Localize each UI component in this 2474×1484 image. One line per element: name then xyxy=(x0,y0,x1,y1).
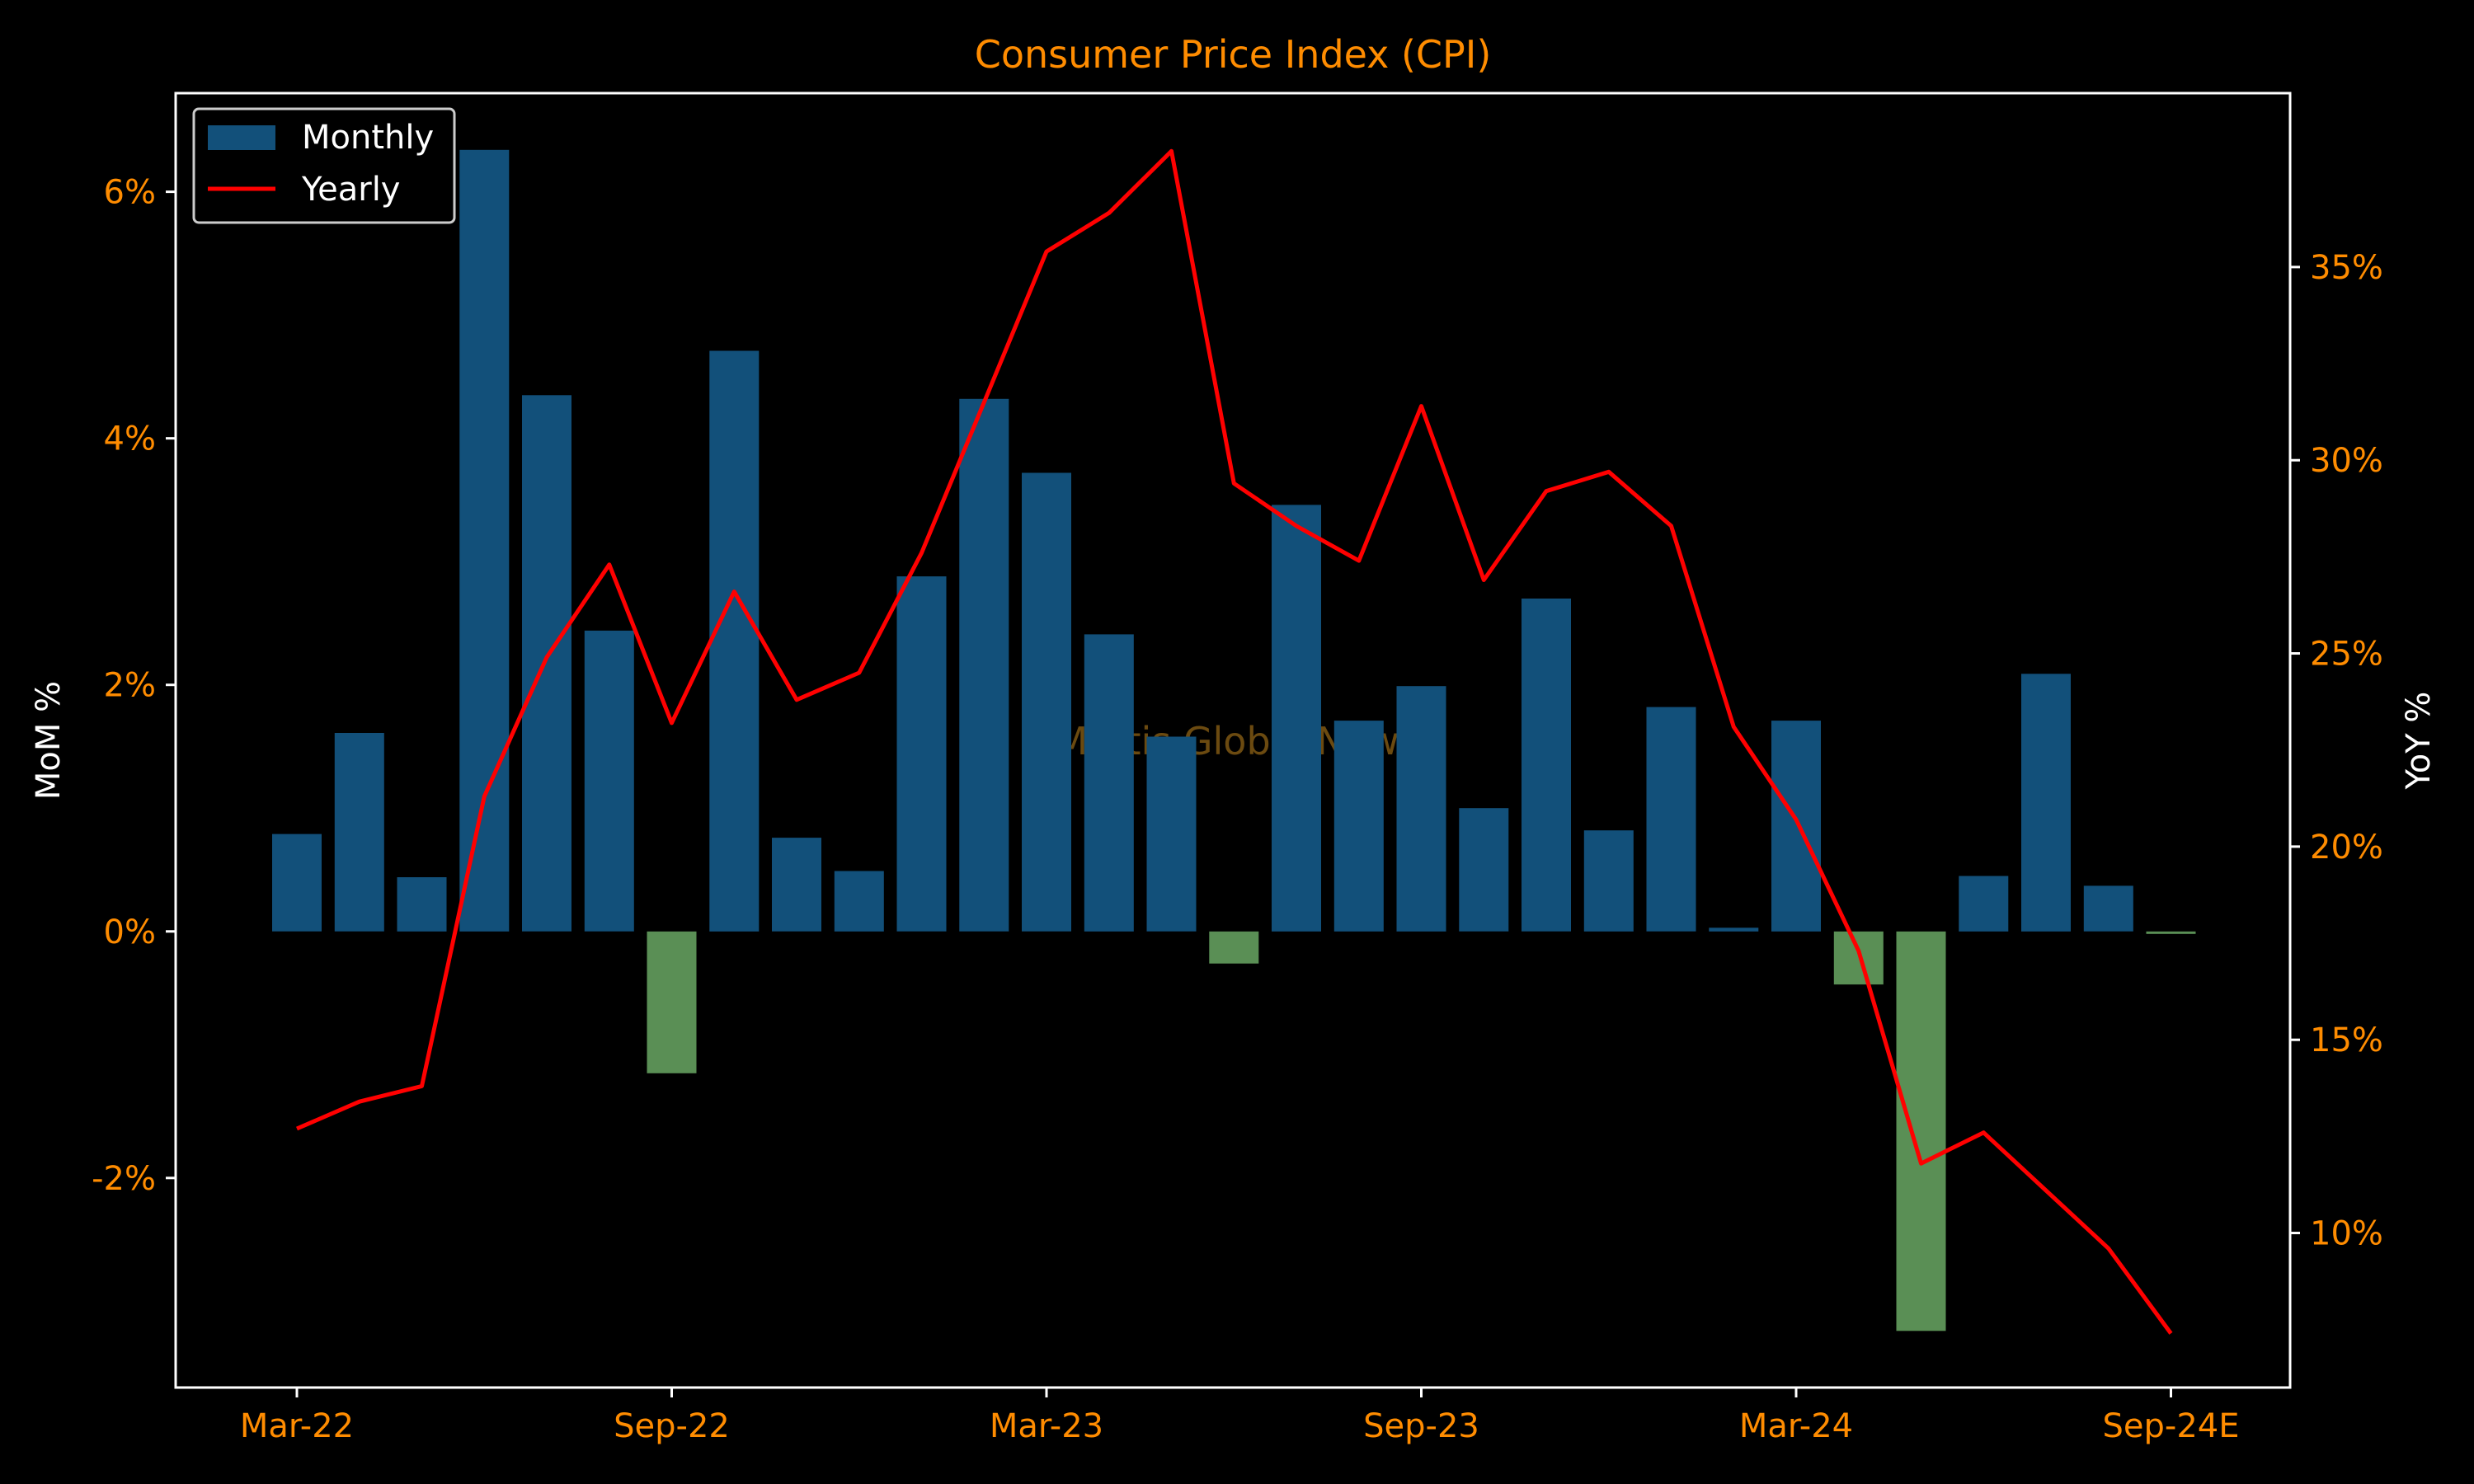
bar-Aug-23 xyxy=(1333,721,1384,932)
x-tick-label: Mar-24 xyxy=(1739,1407,1853,1445)
bar-Oct-23 xyxy=(1459,808,1509,932)
bar-Jul-22 xyxy=(522,395,571,932)
legend: Monthly Yearly xyxy=(192,107,456,224)
bar-May-22 xyxy=(397,877,447,932)
bar-Sep-23 xyxy=(1396,686,1446,932)
bar-Feb-23 xyxy=(959,398,1009,932)
bar-Jun-24 xyxy=(1959,876,2009,932)
x-tick-label: Sep-24E xyxy=(2103,1407,2240,1445)
bar-Dec-23 xyxy=(1583,830,1634,932)
bar-Aug-24 xyxy=(2083,885,2133,932)
y-right-tick-label: 35% xyxy=(2310,249,2383,287)
bar-Sep-22 xyxy=(647,931,697,1073)
x-tick-label: Sep-22 xyxy=(614,1407,730,1445)
y-right-tick-label: 10% xyxy=(2310,1215,2383,1253)
bar-Nov-23 xyxy=(1522,599,1571,932)
bar-Dec-22 xyxy=(834,871,884,932)
monthly-bars xyxy=(272,149,2196,1331)
axes: -2% 0% 2% 4% 6% 10% 15% 20% 25% 30% 35% Mar-22 Sep-2… xyxy=(92,92,2383,1445)
y-left-tick-label: 6% xyxy=(104,174,156,212)
y-left-tick-label: 0% xyxy=(104,913,156,951)
legend-label-monthly: Monthly xyxy=(302,119,434,157)
bar-Jan-24 xyxy=(1646,707,1696,932)
bar-May-24 xyxy=(1896,931,1946,1331)
y-left-tick-label: 2% xyxy=(104,667,156,705)
chart-title: Consumer Price Index (CPI) xyxy=(975,32,1492,77)
bar-Sep-24E xyxy=(2146,931,2196,934)
x-tick-label: Mar-22 xyxy=(240,1407,354,1445)
y-right-tick-label: 20% xyxy=(2310,829,2383,866)
x-tick-label: Sep-23 xyxy=(1363,1407,1479,1445)
y-right-tick-label: 25% xyxy=(2310,636,2383,674)
bar-Jul-24 xyxy=(2021,674,2071,932)
plot-frame xyxy=(174,92,2292,1389)
bar-Feb-24 xyxy=(1709,928,1759,932)
bar-Apr-22 xyxy=(334,733,384,932)
y-right-tick-label: 30% xyxy=(2310,442,2383,480)
legend-label-yearly: Yearly xyxy=(301,171,400,209)
bar-Apr-23 xyxy=(1084,634,1134,932)
y-left-tick-label: 4% xyxy=(104,420,156,458)
bar-Mar-24 xyxy=(1771,721,1821,932)
bar-Aug-22 xyxy=(584,630,634,932)
bar-Jul-23 xyxy=(1272,505,1321,932)
bar-Jan-23 xyxy=(896,576,947,932)
y-left-tick-label: -2% xyxy=(92,1160,156,1198)
bar-Mar-23 xyxy=(1022,472,1071,932)
y-axis-label-right: YoY % xyxy=(2400,692,2438,791)
y-right-tick-label: 15% xyxy=(2310,1021,2383,1059)
bar-Jun-22 xyxy=(459,149,510,932)
y-axis-label-left: MoM % xyxy=(30,681,68,800)
bar-Oct-22 xyxy=(709,350,760,932)
yearly-line-layer xyxy=(296,148,2173,1335)
yearly-line xyxy=(296,148,2173,1335)
bar-Nov-22 xyxy=(772,838,821,932)
legend-swatch-monthly xyxy=(208,125,275,150)
bar-May-23 xyxy=(1146,736,1197,932)
bar-Mar-22 xyxy=(272,834,322,932)
x-tick-label: Mar-23 xyxy=(990,1407,1103,1445)
bar-Jun-23 xyxy=(1209,931,1259,964)
